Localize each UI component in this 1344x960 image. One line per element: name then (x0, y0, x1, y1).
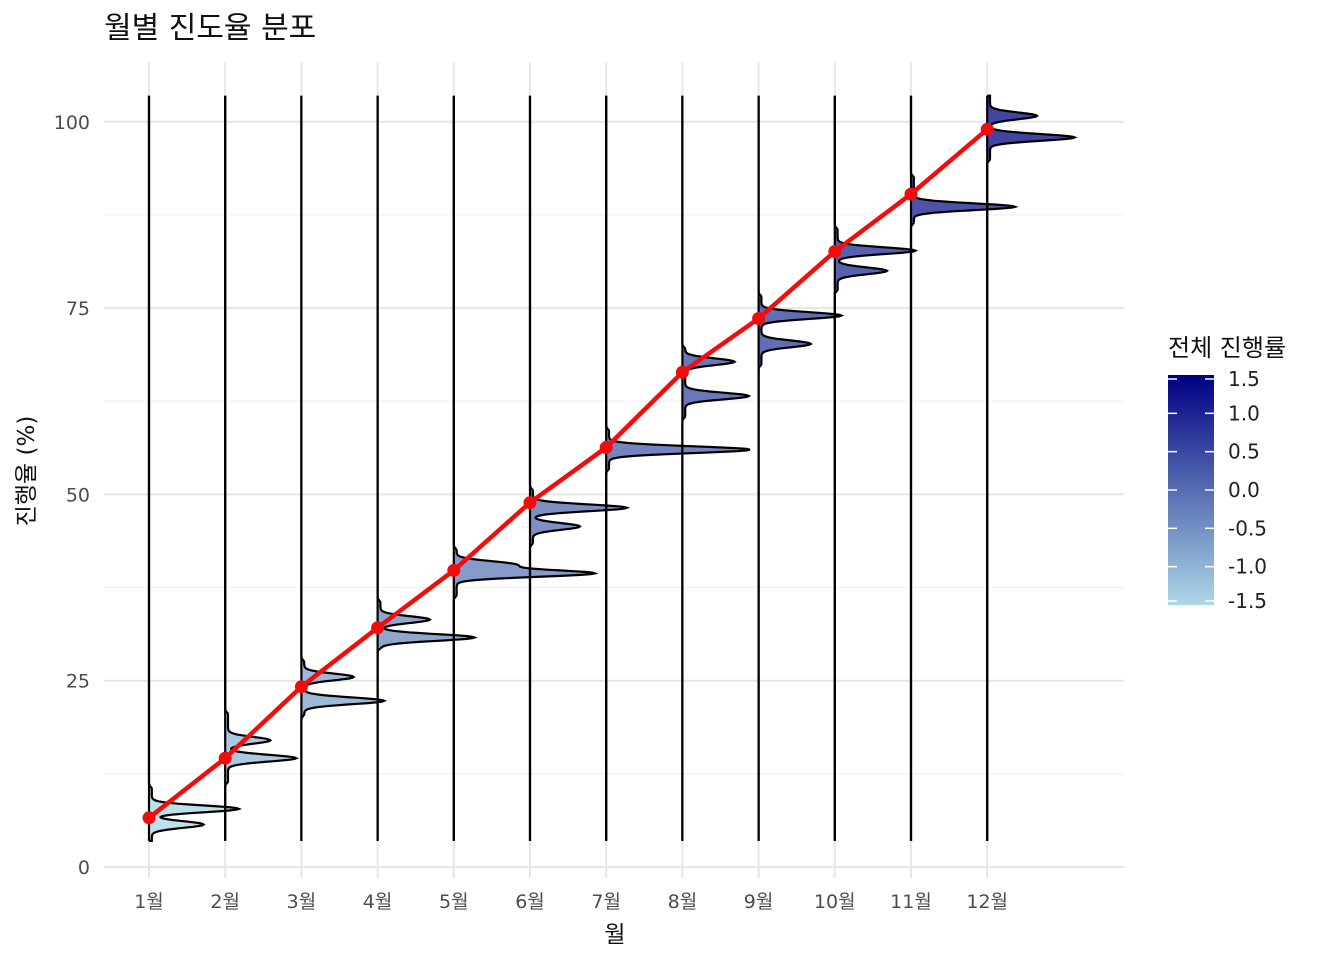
trend-point (142, 811, 156, 825)
ridge-fill-5월 (453, 550, 595, 596)
ridge-fill-10월 (834, 229, 916, 290)
x-tick-label: 7월 (591, 891, 621, 913)
trend-point (828, 245, 842, 258)
legend-tick-label: 1.5 (1228, 367, 1260, 391)
ridge-outline-10월 (833, 95, 919, 841)
ridge-outline-2월 (224, 95, 300, 841)
ridge-fill-11월 (911, 177, 1015, 223)
legend-tick-label: 1.0 (1228, 401, 1260, 425)
x-axis-title: 월 (604, 922, 625, 948)
legend-tick-label: -0.5 (1228, 516, 1267, 540)
y-tick-label: 50 (66, 484, 90, 506)
y-axis-ticks: 0 25 50 75 100 (54, 112, 90, 879)
trend-point (294, 680, 308, 694)
x-tick-label: 12월 (966, 891, 1008, 913)
ridge-outline-3월 (300, 95, 388, 841)
x-tick-label: 6월 (515, 891, 545, 913)
x-tick-label: 1월 (134, 891, 164, 913)
trend-path (147, 127, 989, 820)
trend-point (904, 187, 918, 201)
legend-ticks: 1.5 1.0 0.5 0.0 -0.5 -1.0 -1.5 (1168, 367, 1267, 613)
ridge-outline-9월 (757, 95, 845, 841)
y-tick-label: 75 (66, 298, 90, 320)
ridge-outline-5월 (452, 95, 599, 841)
ridge-outline-8월 (681, 95, 752, 841)
trend-point (675, 365, 689, 379)
ridge-fill-12월 (987, 95, 1075, 160)
x-tick-label: 10월 (814, 891, 856, 913)
trend-point (447, 563, 461, 577)
color-legend: 전체 진행률 1.5 1.0 0.5 0.0 -0.5 -1.0 -1.5 (1168, 334, 1286, 613)
legend-tick-label: 0.5 (1228, 440, 1260, 464)
trend-line (142, 122, 994, 825)
trend-point (599, 441, 613, 454)
ridge-fill-3월 (301, 662, 385, 715)
trend-point (980, 122, 994, 136)
x-tick-label: 2월 (210, 891, 240, 913)
y-axis-title: 진행율 (%) (14, 416, 40, 527)
ridge-fill-1월 (149, 788, 239, 841)
y-tick-label: 25 (66, 671, 90, 693)
trend-point (752, 312, 766, 325)
ridge-outline-4월 (376, 95, 478, 841)
trend-point (523, 496, 537, 510)
x-tick-label: 9월 (744, 891, 774, 913)
ridge-fill-7월 (606, 431, 750, 469)
x-tick-label: 11월 (890, 891, 932, 913)
y-tick-label: 100 (54, 112, 90, 134)
ridge-fill-4월 (377, 602, 475, 648)
y-tick-label: 0 (78, 857, 90, 879)
ridge-fill-6월 (530, 490, 627, 543)
x-tick-label: 4월 (363, 891, 393, 913)
ridge-outline-7월 (605, 95, 751, 841)
ridge-fill-8월 (682, 349, 749, 417)
legend-title: 전체 진행률 (1168, 334, 1286, 362)
x-axis-ticks: 1월 2월 3월 4월 5월 6월 7월 8월 9월 10월 11월 12월 (134, 891, 1008, 913)
chart-title: 월별 진도율 분포 (104, 11, 316, 46)
legend-tick-label: 0.0 (1228, 478, 1260, 502)
density-ridges (147, 94, 1078, 843)
x-tick-label: 5월 (439, 891, 469, 913)
legend-tick-label: -1.0 (1228, 555, 1267, 579)
x-tick-label: 3월 (287, 891, 317, 913)
trend-point (371, 621, 385, 635)
legend-tick-label: -1.5 (1228, 589, 1267, 613)
trend-point (218, 751, 232, 765)
x-tick-label: 8월 (668, 891, 698, 913)
